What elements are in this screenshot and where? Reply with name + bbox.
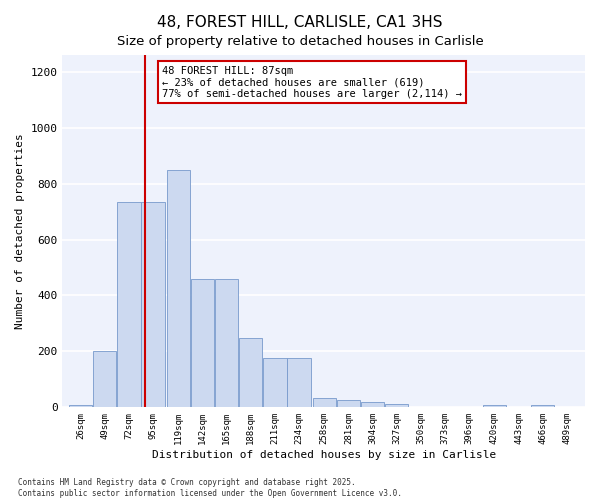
- Bar: [313, 398, 336, 407]
- Bar: [142, 202, 164, 408]
- X-axis label: Distribution of detached houses by size in Carlisle: Distribution of detached houses by size …: [152, 450, 496, 460]
- Text: Size of property relative to detached houses in Carlisle: Size of property relative to detached ho…: [116, 35, 484, 48]
- Bar: [483, 405, 506, 407]
- Text: 48, FOREST HILL, CARLISLE, CA1 3HS: 48, FOREST HILL, CARLISLE, CA1 3HS: [157, 15, 443, 30]
- Y-axis label: Number of detached properties: Number of detached properties: [15, 134, 25, 329]
- Bar: [167, 170, 190, 408]
- Bar: [361, 402, 384, 407]
- Bar: [69, 404, 92, 407]
- Text: Contains HM Land Registry data © Crown copyright and database right 2025.
Contai: Contains HM Land Registry data © Crown c…: [18, 478, 402, 498]
- Bar: [337, 400, 360, 407]
- Bar: [93, 352, 116, 408]
- Bar: [215, 278, 238, 407]
- Bar: [263, 358, 287, 408]
- Bar: [287, 358, 311, 408]
- Bar: [531, 405, 554, 407]
- Bar: [191, 278, 214, 407]
- Bar: [385, 404, 409, 407]
- Bar: [117, 202, 140, 408]
- Bar: [239, 338, 262, 407]
- Text: 48 FOREST HILL: 87sqm
← 23% of detached houses are smaller (619)
77% of semi-det: 48 FOREST HILL: 87sqm ← 23% of detached …: [162, 66, 462, 99]
